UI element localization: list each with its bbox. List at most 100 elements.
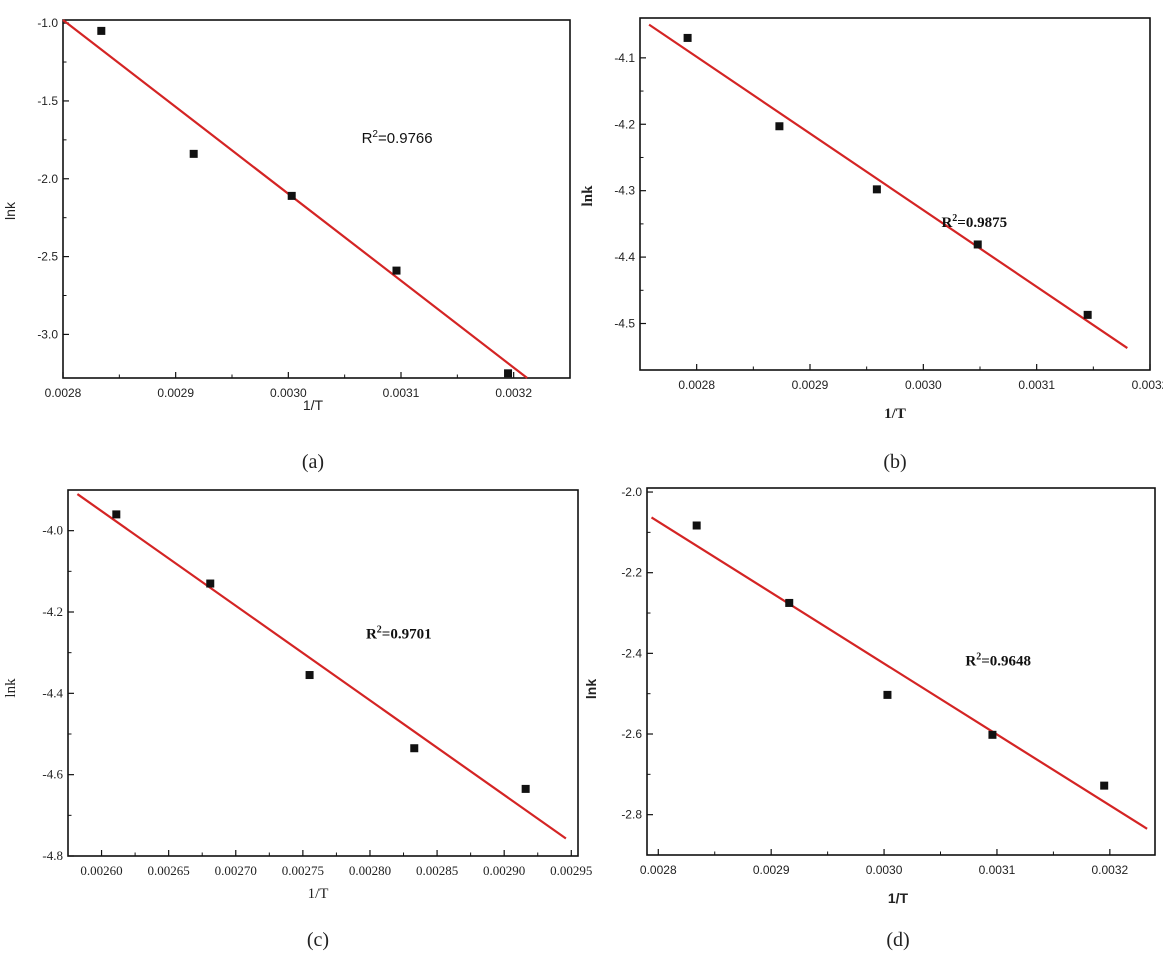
- x-tick-label: 0.00260: [80, 863, 122, 878]
- r-squared-annotation: R2=0.9648: [965, 651, 1031, 669]
- y-tick-label: -2.2: [621, 566, 642, 580]
- r-squared-annotation: R2=0.9875: [941, 213, 1007, 231]
- data-point-marker: [683, 33, 692, 42]
- y-axis-label: lnk: [2, 201, 18, 220]
- y-tick-label: -2.4: [621, 646, 642, 660]
- axis-ticks: 0.0028 0.0029 0.0030 0.0031 0.0032 -4.1 -4.2 -4…: [614, 51, 1163, 392]
- y-axis-label: lnk: [3, 678, 19, 698]
- plot-border: [646, 487, 1156, 856]
- y-tick-label: -1.0: [37, 16, 58, 30]
- panel-c: 0.00260 0.00265 0.00270 0.00275 0.00280 0.002…: [3, 489, 592, 951]
- data-point-marker: [973, 240, 982, 249]
- data-point-marker: [521, 784, 530, 793]
- x-tick-label: 0.0030: [270, 386, 307, 400]
- r-value: =0.9701: [382, 626, 432, 642]
- x-tick-label: 0.0031: [1018, 378, 1055, 392]
- y-tick-label: -4.3: [614, 184, 635, 198]
- axis-ticks: 0.00260 0.00265 0.00270 0.00275 0.00280 0.002…: [42, 523, 592, 878]
- data-point-marker: [775, 122, 784, 131]
- data-point-marker: [112, 510, 121, 519]
- x-tick-label: 0.0029: [792, 378, 829, 392]
- panel-caption: (a): [302, 451, 324, 473]
- data-point-marker: [504, 369, 513, 378]
- r-superscript: 2: [976, 651, 981, 662]
- data-point-marker: [305, 671, 314, 680]
- r-superscript: 2: [372, 129, 378, 140]
- axis-ticks: 0.0028 0.0029 0.0030 0.0031 0.0032 -1.0 -1.5 -2…: [37, 16, 532, 400]
- r-squared-annotation: R2=0.9766: [362, 129, 433, 147]
- y-tick-label: -2.5: [37, 250, 58, 264]
- regression-line: [648, 23, 1128, 349]
- y-axis-label: lnk: [583, 679, 599, 699]
- r-squared-annotation: R2=0.9701: [366, 624, 432, 642]
- y-tick-label: -4.2: [614, 117, 635, 131]
- r-symbol: R: [366, 626, 377, 642]
- data-point-marker: [1100, 781, 1109, 790]
- plot-frame: [639, 17, 1151, 371]
- data-point-marker: [392, 266, 401, 275]
- panel-caption: (d): [886, 929, 909, 951]
- y-tick-label: -1.5: [37, 94, 58, 108]
- x-tick-label: 0.00285: [416, 863, 458, 878]
- data-points: [97, 26, 513, 378]
- r-symbol: R: [941, 215, 952, 231]
- panel-caption: (b): [883, 451, 906, 473]
- y-tick-label: -4.4: [42, 685, 63, 700]
- data-point-marker: [206, 579, 215, 588]
- x-axis-label: 1/T: [308, 886, 329, 902]
- data-point-marker: [785, 598, 794, 607]
- x-tick-label: 0.0028: [45, 386, 82, 400]
- x-tick-label: 0.0031: [979, 863, 1016, 877]
- x-tick-label: 0.0028: [678, 378, 715, 392]
- data-point-marker: [872, 185, 881, 194]
- y-tick-label: -4.1: [614, 51, 635, 65]
- x-tick-label: 0.0032: [1091, 863, 1128, 877]
- data-point-marker: [410, 744, 419, 753]
- plot-border: [67, 489, 579, 857]
- data-point-marker: [692, 521, 701, 530]
- plot-frame: [62, 19, 571, 379]
- axis-ticks: 0.0028 0.0029 0.0030 0.0031 0.0032 -2.0 -2.2 -2…: [621, 485, 1128, 877]
- y-tick-label: -4.5: [614, 317, 635, 331]
- x-tick-label: 0.0028: [640, 863, 677, 877]
- x-tick-label: 0.0031: [383, 386, 420, 400]
- r-value: =0.9875: [957, 215, 1007, 231]
- x-tick-label: 0.00295: [550, 863, 592, 878]
- data-points: [683, 33, 1092, 319]
- fit-line: [650, 516, 1148, 830]
- regression-line: [650, 516, 1148, 830]
- fit-line: [648, 23, 1128, 349]
- x-tick-label: 0.00265: [148, 863, 190, 878]
- y-tick-label: -2.8: [621, 808, 642, 822]
- y-tick-label: -2.0: [37, 172, 58, 186]
- y-tick-label: -2.6: [621, 727, 642, 741]
- panel-a: 0.0028 0.0029 0.0030 0.0031 0.0032 -1.0 -1.5 -2…: [2, 16, 571, 473]
- x-tick-label: 0.00270: [215, 863, 257, 878]
- data-point-marker: [988, 730, 997, 739]
- data-points: [112, 510, 530, 793]
- x-tick-label: 0.00280: [349, 863, 391, 878]
- data-points: [692, 521, 1109, 790]
- y-tick-label: -3.0: [37, 327, 58, 341]
- fit-line: [76, 493, 567, 840]
- y-tick-label: -2.0: [621, 485, 642, 499]
- x-tick-label: 0.00275: [282, 863, 324, 878]
- data-point-marker: [287, 191, 296, 200]
- x-tick-label: 0.0032: [1132, 378, 1163, 392]
- data-point-marker: [97, 26, 106, 35]
- y-tick-label: -4.6: [42, 767, 63, 782]
- y-tick-label: -4.8: [42, 848, 63, 863]
- regression-line: [76, 493, 567, 840]
- x-axis-label: 1/T: [884, 406, 906, 422]
- panel-b: 0.0028 0.0029 0.0030 0.0031 0.0032 -4.1 -4.2 -4…: [580, 17, 1163, 473]
- x-tick-label: 0.00290: [483, 863, 525, 878]
- r-value: =0.9648: [981, 653, 1031, 669]
- plot-border: [62, 19, 571, 379]
- r-symbol: R: [362, 130, 373, 147]
- r-superscript: 2: [377, 624, 382, 635]
- plot-frame: [646, 487, 1156, 856]
- x-axis-label: 1/T: [303, 397, 324, 413]
- x-tick-label: 0.0029: [753, 863, 790, 877]
- x-axis-label: 1/T: [888, 890, 909, 906]
- plot-border: [639, 17, 1151, 371]
